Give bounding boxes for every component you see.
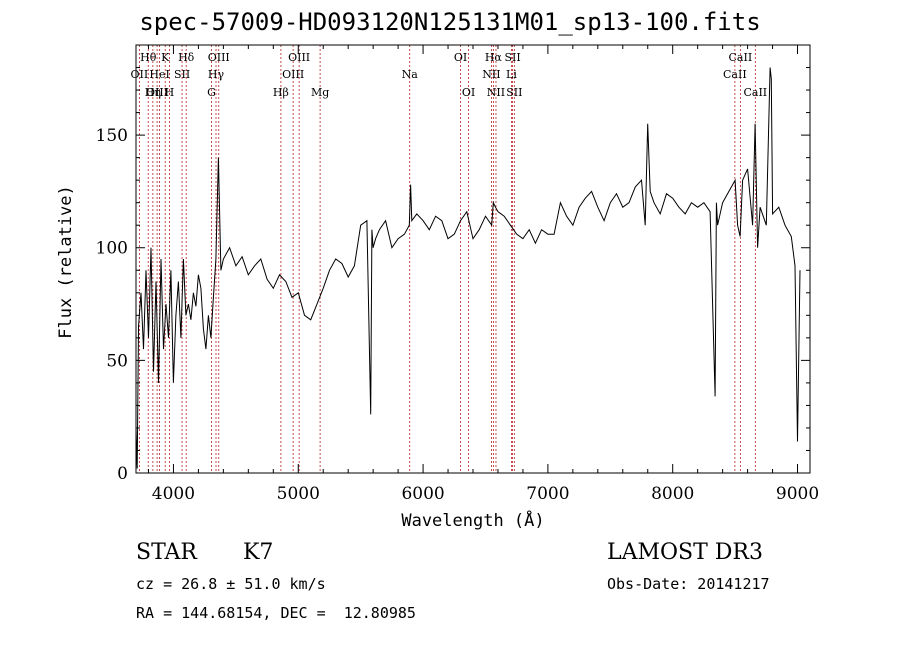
y-tick-label: 150 (96, 126, 128, 146)
x-tick-label: 7000 (526, 484, 569, 504)
marker-label: CaII (723, 68, 747, 81)
marker-label: SII (506, 86, 522, 99)
marker-label: G (207, 86, 216, 99)
marker-label: K (161, 51, 170, 64)
x-tick-label: 6000 (401, 484, 444, 504)
marker-label: Hα (485, 51, 503, 64)
marker-label: OII (131, 68, 149, 81)
y-axis-label: Flux (relative) (56, 185, 76, 339)
object-subclass: K7 (243, 540, 274, 565)
marker-label: OIII (146, 86, 168, 99)
axes (135, 44, 811, 474)
cz-value: cz = 26.8 ± 51.0 km/s (136, 575, 326, 593)
y-tick-label: 100 (96, 239, 128, 259)
y-tick-label: 50 (106, 351, 128, 371)
marker-label: Hθ (140, 51, 157, 64)
survey-label: LAMOST DR3 (607, 540, 763, 565)
marker-label: OIII (208, 51, 230, 64)
marker-label: Mg (311, 86, 329, 99)
marker-label: CaII (729, 51, 753, 64)
marker-label: H (165, 86, 175, 99)
marker-label: NII (482, 68, 500, 81)
marker-label: OI (454, 51, 467, 64)
ra-dec: RA = 144.68154, DEC = 12.80985 (136, 604, 416, 622)
plot-frame (135, 44, 811, 474)
y-tick-label: 0 (117, 464, 128, 484)
marker-labels: Hθ OII OIII K HeI Hη SII H Hδ OIII Hγ G OIII OIII Hβ Mg… (131, 51, 768, 99)
marker-label: OIII (288, 51, 310, 64)
marker-label: OI (462, 86, 475, 99)
marker-label: OIII (282, 68, 304, 81)
object-class: STAR (136, 540, 197, 565)
marker-label: NII (487, 86, 505, 99)
chart-title: spec-57009-HD093120N125131M01_sp13-100.f… (139, 8, 761, 36)
tick-labels: 4000 5000 6000 7000 8000 9000 0 50 100 150 (96, 126, 820, 504)
x-axis-label: Wavelength (Å) (401, 511, 545, 531)
x-tick-label: 5000 (277, 484, 320, 504)
marker-label: HeI (149, 68, 169, 81)
marker-label: Hη (145, 86, 161, 99)
obs-date: Obs-Date: 20141217 (607, 575, 770, 593)
marker-label: Na (402, 68, 419, 81)
marker-label: Hδ (178, 51, 195, 64)
marker-label: Hβ (273, 86, 289, 99)
marker-label: Li (506, 68, 517, 81)
marker-label: Hγ (208, 68, 225, 81)
x-tick-label: 8000 (651, 484, 694, 504)
marker-lines (138, 45, 756, 473)
marker-label: CaII (743, 86, 767, 99)
x-tick-label: 4000 (152, 484, 195, 504)
flux-line (135, 67, 801, 469)
marker-label: SII (174, 68, 190, 81)
marker-label: SII (504, 51, 520, 64)
x-tick-label: 9000 (776, 484, 819, 504)
